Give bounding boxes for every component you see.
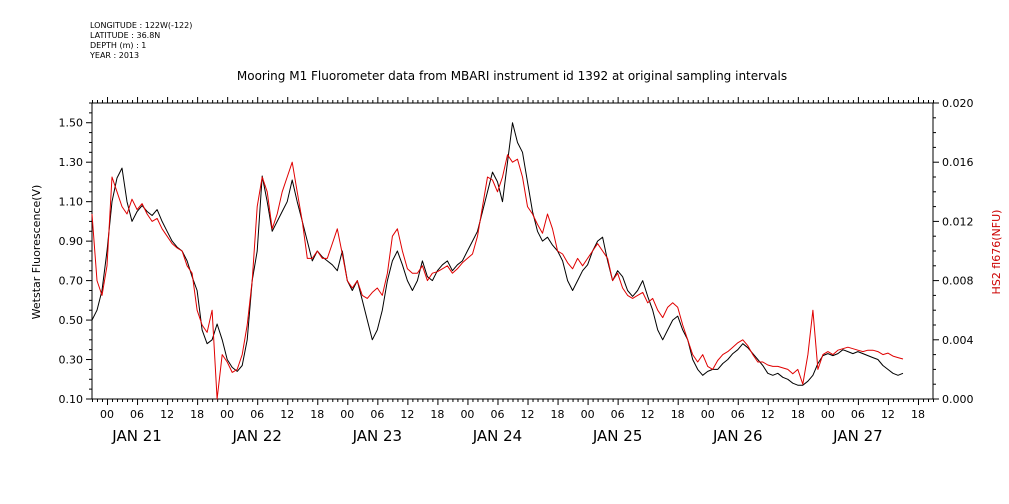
right-tick-label: 0.000 [942,393,974,406]
metadata-depth: DEPTH (m) : 1 [90,41,147,50]
right-tick-labels: 0.000 0.004 0.008 0.012 0.016 0.020 [942,97,974,406]
x-hour-label: 18 [430,408,444,421]
x-hour-label: 00 [581,408,595,421]
x-hour-label: 12 [400,408,414,421]
left-tick-label: 0.70 [59,275,84,288]
x-hour-label: 06 [490,408,504,421]
metadata-longitude: LONGITUDE : 122W(-122) [90,21,193,30]
right-tick-label: 0.004 [942,334,974,347]
x-day-labels: JAN 21 JAN 22 JAN 23 JAN 24 JAN 25 JAN 26 JAN … [111,427,882,445]
x-hour-label: 18 [911,408,925,421]
metadata-block: LONGITUDE : 122W(-122) LATITUDE : 36.8N … [90,21,192,61]
x-hour-label: 06 [611,408,625,421]
left-tick-label: 1.50 [59,117,84,130]
right-tick-label: 0.020 [942,97,974,110]
x-hour-label: 18 [791,408,805,421]
x-day-label: JAN 27 [832,427,883,445]
x-hour-label: 00 [340,408,354,421]
x-hour-label: 18 [310,408,324,421]
x-hour-label: 06 [731,408,745,421]
right-tick-label: 0.016 [942,156,974,169]
x-hour-label: 06 [130,408,144,421]
right-tick-label: 0.012 [942,215,974,228]
x-day-label: JAN 26 [712,427,763,445]
x-hour-label: 12 [160,408,174,421]
x-hour-label: 12 [761,408,775,421]
x-day-label: JAN 24 [472,427,523,445]
x-hour-label: 00 [460,408,474,421]
x-hour-label: 06 [370,408,384,421]
x-hour-label: 12 [641,408,655,421]
series-group [91,122,904,400]
x-hour-label: 12 [881,408,895,421]
x-hour-label: 00 [821,408,835,421]
left-tick-labels: 0.10 0.30 0.50 0.70 0.90 1.10 1.30 1.50 [59,117,84,406]
series-line-wetstar [91,122,904,386]
x-hour-label: 00 [220,408,234,421]
x-day-label: JAN 21 [111,427,162,445]
x-hour-label: 00 [100,408,114,421]
x-hour-label: 18 [551,408,565,421]
x-hour-label: 18 [190,408,204,421]
x-tick-labels: 00 06 12 18 00 06 12 18 00 06 12 18 00 06 12 18 00 06 12 18… [100,408,925,421]
left-tick-label: 0.10 [59,393,84,406]
y-axis-label-left: Wetstar Fluorescence(V) [30,185,43,320]
right-tick-label: 0.008 [942,275,974,288]
metadata-latitude: LATITUDE : 36.8N [90,31,161,40]
x-hour-label: 06 [250,408,264,421]
left-tick-label: 0.90 [59,235,84,248]
x-hour-label: 12 [280,408,294,421]
metadata-year: YEAR : 2013 [90,51,140,60]
series-line-hs2 [91,154,904,400]
x-day-label: JAN 25 [592,427,643,445]
x-hour-label: 18 [671,408,685,421]
x-day-label: JAN 23 [352,427,403,445]
left-tick-label: 0.30 [59,354,84,367]
x-hour-label: 12 [521,408,535,421]
left-tick-label: 1.30 [59,156,84,169]
axis-ticks [86,97,939,405]
x-hour-label: 06 [851,408,865,421]
y-axis-label-right: HS2 fl676(NFU) [990,210,1003,295]
x-hour-label: 00 [701,408,715,421]
x-day-label: JAN 22 [231,427,282,445]
plot-frame [91,102,934,400]
left-tick-label: 0.50 [59,314,84,327]
chart-title: Mooring M1 Fluorometer data from MBARI i… [237,69,787,83]
left-tick-label: 1.10 [59,196,84,209]
